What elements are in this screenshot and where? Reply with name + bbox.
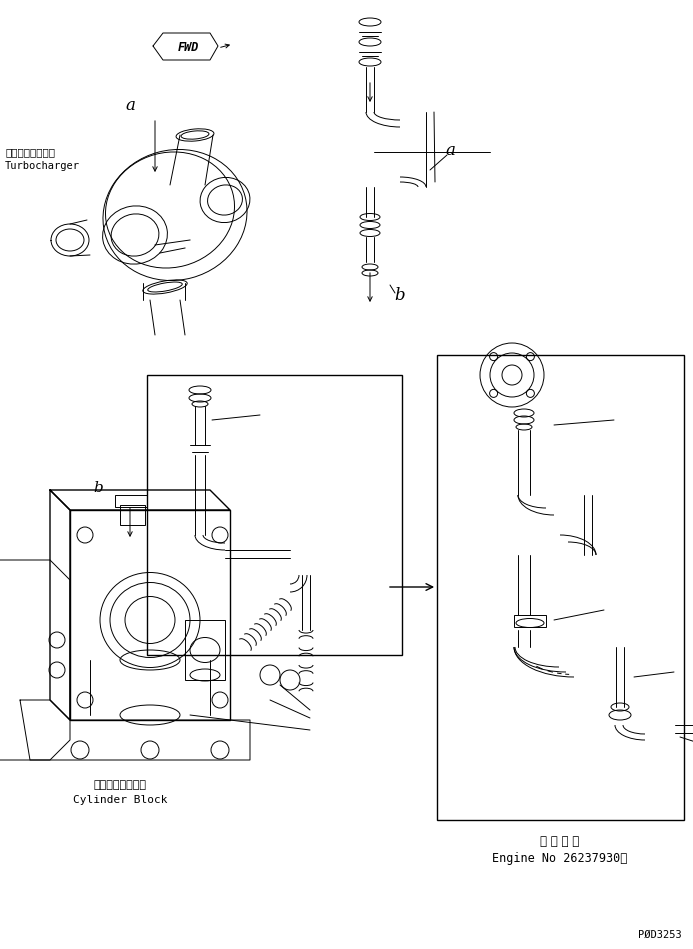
Text: a: a [125,97,135,114]
Bar [185,620,225,680]
Bar [437,355,684,820]
Text: Turbocharger: Turbocharger [5,161,80,171]
Text: PØD3253: PØD3253 [638,930,682,940]
Text: b: b [93,481,103,495]
Text: 適 用 号 機: 適 用 号 機 [541,835,579,848]
Text: シリンダブロック: シリンダブロック [94,780,146,790]
Bar [514,615,546,627]
Bar [120,505,145,525]
Bar [115,495,147,507]
Text: FWD: FWD [177,41,199,53]
Text: Engine No 26237930～: Engine No 26237930～ [492,852,628,865]
Text: a: a [445,141,455,158]
Bar [147,375,402,655]
Text: Cylinder Block: Cylinder Block [73,795,167,805]
Text: ターボチャージャ: ターボチャージャ [5,147,55,157]
Text: b: b [395,287,405,304]
